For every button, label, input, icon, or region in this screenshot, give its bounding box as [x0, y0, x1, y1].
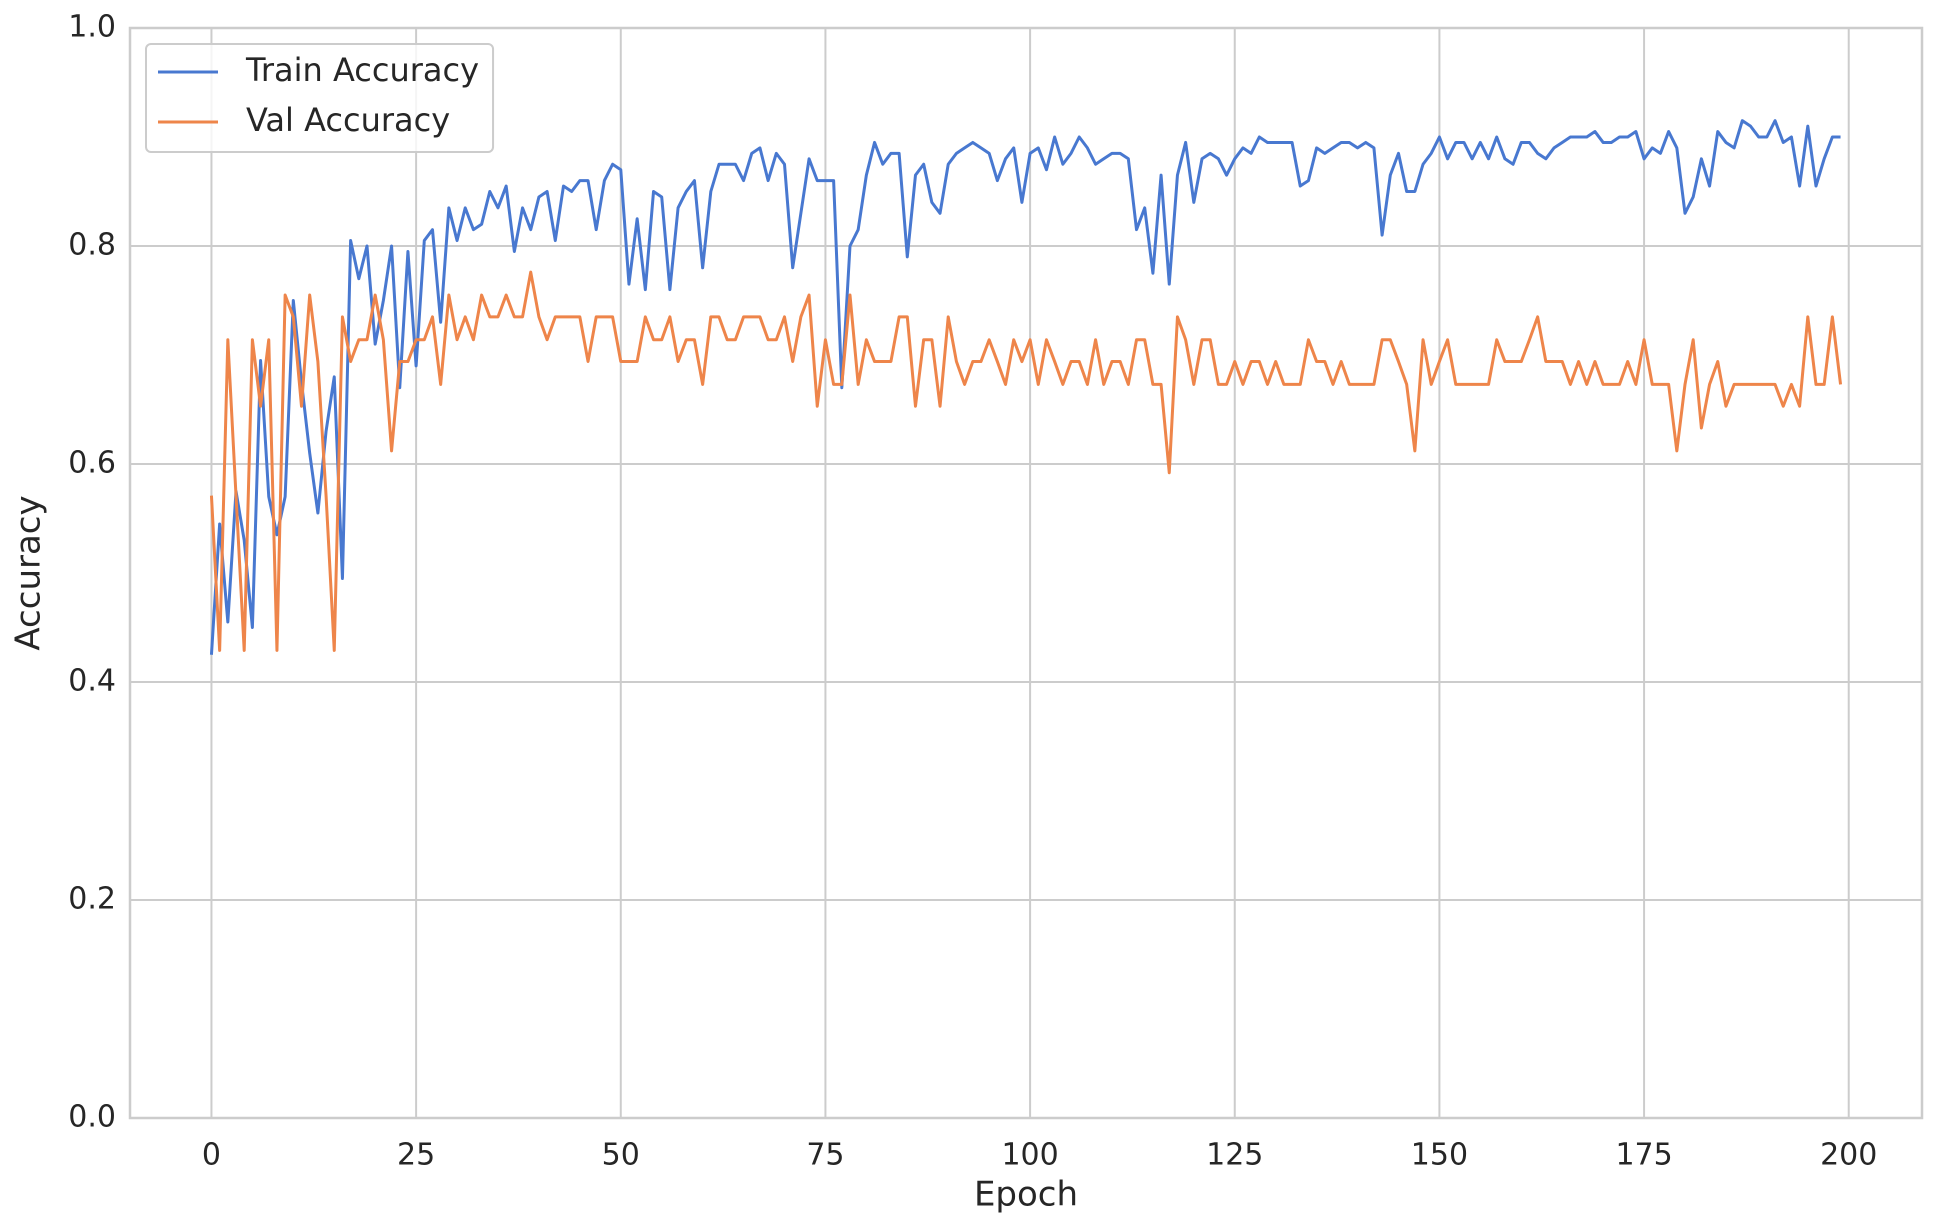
y-tick-label: 0.8	[68, 228, 116, 263]
legend-label: Val Accuracy	[246, 101, 450, 139]
y-tick-label: 0.6	[68, 446, 116, 481]
x-tick-label: 125	[1206, 1138, 1263, 1173]
x-tick-label: 50	[602, 1138, 640, 1173]
y-tick-label: 0.0	[68, 1100, 116, 1135]
legend-label: Train Accuracy	[245, 51, 479, 89]
data-line	[209, 270, 1843, 652]
legend: Train Accuracy Val Accuracy	[145, 43, 495, 153]
plot-frame	[128, 26, 1924, 1120]
x-tick-label: 0	[202, 1138, 221, 1173]
x-tick-label: 200	[1820, 1138, 1877, 1173]
y-tick-label: 0.2	[68, 882, 116, 917]
y-axis-label: Accuracy	[9, 495, 49, 650]
data-line	[209, 119, 1841, 655]
y-tick-label: 1.0	[68, 10, 116, 45]
x-tick-label: 150	[1411, 1138, 1468, 1173]
y-tick-label: 0.4	[68, 664, 116, 699]
x-tick-label: 25	[397, 1138, 435, 1173]
legend-box	[145, 43, 495, 153]
x-tick-label: 175	[1615, 1138, 1672, 1173]
x-tick-label: 75	[806, 1138, 844, 1173]
x-axis-label: Epoch	[974, 1175, 1078, 1215]
x-tick-label: 100	[1001, 1138, 1058, 1173]
